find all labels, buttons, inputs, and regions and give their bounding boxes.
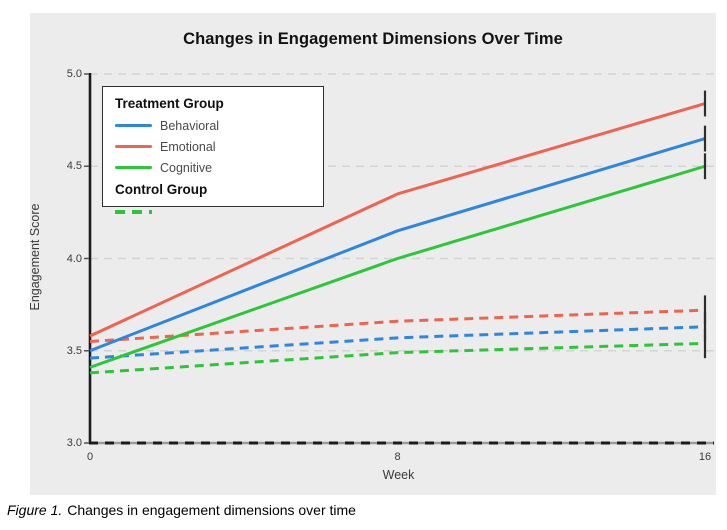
legend-item-behavioral: Behavioral <box>115 115 323 136</box>
chart-title: Changes in Engagement Dimensions Over Ti… <box>183 30 563 48</box>
legend-control-title: Control Group <box>115 182 208 197</box>
figure-caption: Figure 1. Changes in engagement dimension… <box>7 502 356 518</box>
legend-item-label: Cognitive <box>160 160 213 175</box>
control-dashed-line-swatch <box>115 209 152 214</box>
caption-figure-number: Figure 1. <box>7 502 63 518</box>
legend-item-emotional: Emotional <box>115 136 323 157</box>
x-axis-label: Week <box>382 468 415 482</box>
legend-item-cognitive: Cognitive <box>115 157 323 178</box>
behavioral-line-swatch <box>115 123 152 128</box>
emotional-line-swatch <box>115 144 152 149</box>
caption-text: Changes in engagement dimensions over ti… <box>67 502 356 518</box>
legend-treatment-title: Treatment Group <box>115 96 224 111</box>
legend-item-label: Behavioral <box>160 118 220 133</box>
cognitive-line-swatch <box>115 165 152 170</box>
chart-legend: Treatment Group Behavioral Emotional Cog… <box>102 86 324 214</box>
legend-item-control-sample <box>115 201 323 222</box>
legend-item-label: Emotional <box>160 139 216 154</box>
y-axis-label: Engagement Score <box>28 203 42 311</box>
